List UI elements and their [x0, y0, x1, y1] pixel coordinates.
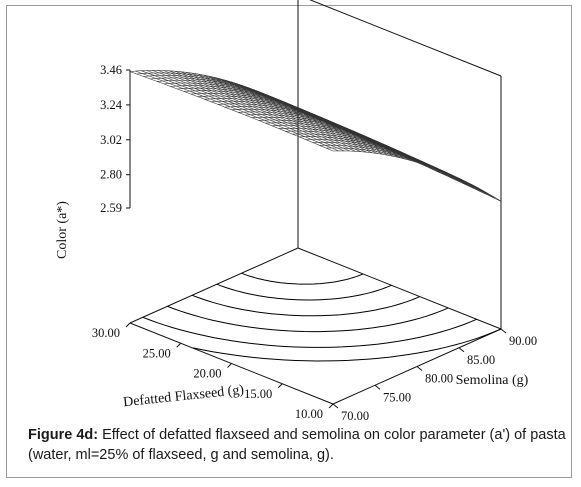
figure-frame — [6, 5, 572, 478]
mesh-line-semolina-5 — [157, 70, 362, 152]
mesh-line-semolina-11 — [191, 72, 395, 157]
contour-line-2 — [216, 283, 392, 301]
z-tick-label-0: 2.59 — [100, 201, 122, 215]
response-surface — [129, 70, 502, 202]
x-tick-0 — [328, 403, 334, 409]
figure-caption: Figure 4d: Effect of defatted flaxseed a… — [28, 425, 568, 465]
y-axis-title: Semolina (g) — [456, 373, 529, 388]
contour-line-1 — [241, 272, 364, 285]
mesh-line-semolina-4 — [152, 70, 356, 152]
mesh-line-flaxseed-29 — [326, 147, 495, 199]
z-tick-label-3: 3.24 — [100, 98, 123, 112]
x-tick-3 — [176, 342, 182, 348]
mesh-line-semolina-30 — [297, 110, 502, 202]
mesh-line-semolina-7 — [169, 70, 373, 154]
x-tick-4 — [125, 322, 131, 328]
floor-back-left-edge — [129, 247, 299, 324]
mesh-line-flaxseed-30 — [332, 150, 502, 202]
y-tick-label-2: 80.00 — [425, 372, 453, 386]
y-tick-1 — [374, 384, 381, 390]
mesh-line-semolina-28 — [286, 104, 490, 195]
y-tick-label-0: 70.00 — [341, 409, 369, 423]
x-tick-label-2: 20.00 — [193, 367, 221, 381]
caption-text: Effect of defatted flaxseed and semolina… — [28, 427, 566, 463]
contour-line-5 — [142, 316, 477, 348]
contour-line-6 — [192, 328, 502, 362]
mesh-line-flaxseed-28 — [319, 144, 488, 196]
mesh-line-semolina-25 — [269, 96, 474, 186]
z-tick-label-2: 3.02 — [100, 133, 122, 147]
z-tick-label-4: 3.46 — [100, 63, 122, 77]
y-tick-0 — [332, 403, 339, 409]
y-tick-label-4: 90.00 — [509, 334, 537, 348]
axis-ticks: 2.59 2.80 3.02 3.24 3.46 10.00 15.00 20.00 25.00… — [92, 63, 537, 423]
z-axis-title: Color (a*) — [55, 201, 70, 259]
floor-contours — [142, 272, 502, 362]
y-tick-3 — [458, 347, 465, 353]
back-top-edge — [309, 0, 502, 77]
caption-label: Figure 4d: — [28, 427, 99, 443]
mesh-line-semolina-27 — [281, 101, 485, 192]
x-tick-label-0: 10.00 — [295, 407, 323, 421]
contour-line-3 — [192, 294, 420, 317]
x-tick-label-4: 30.00 — [92, 326, 120, 340]
y-tick-label-1: 75.00 — [383, 390, 411, 404]
mesh-line-semolina-6 — [163, 70, 367, 153]
x-tick-label-3: 25.00 — [143, 346, 171, 360]
x-tick-1 — [277, 383, 283, 389]
mesh-line-semolina-10 — [185, 72, 390, 156]
y-tick-2 — [416, 366, 423, 371]
y-tick-label-3: 85.00 — [467, 353, 495, 367]
x-axis-title: Defatted Flaxseed (g) — [123, 383, 246, 411]
mesh-line-semolina-29 — [292, 107, 496, 199]
mesh-line-semolina-26 — [275, 98, 479, 189]
floor-back-right-edge — [297, 247, 502, 330]
axes-box — [129, 0, 502, 405]
mesh-line-semolina-2 — [141, 70, 345, 152]
mesh-line-semolina-8 — [174, 70, 378, 154]
contour-line-4 — [167, 305, 449, 333]
x-tick-label-1: 15.00 — [244, 387, 272, 401]
mesh-line-semolina-0 — [129, 71, 334, 152]
mesh-line-semolina-12 — [197, 73, 401, 159]
x-tick-2 — [227, 363, 232, 368]
mesh-line-semolina-14 — [208, 75, 412, 161]
y-tick-4 — [500, 328, 507, 334]
mesh-line-semolina-9 — [180, 71, 384, 155]
z-tick-label-1: 2.80 — [100, 168, 122, 182]
mesh-line-semolina-3 — [146, 70, 350, 152]
mesh-line-semolina-13 — [202, 74, 406, 160]
mesh-line-semolina-1 — [135, 70, 339, 152]
